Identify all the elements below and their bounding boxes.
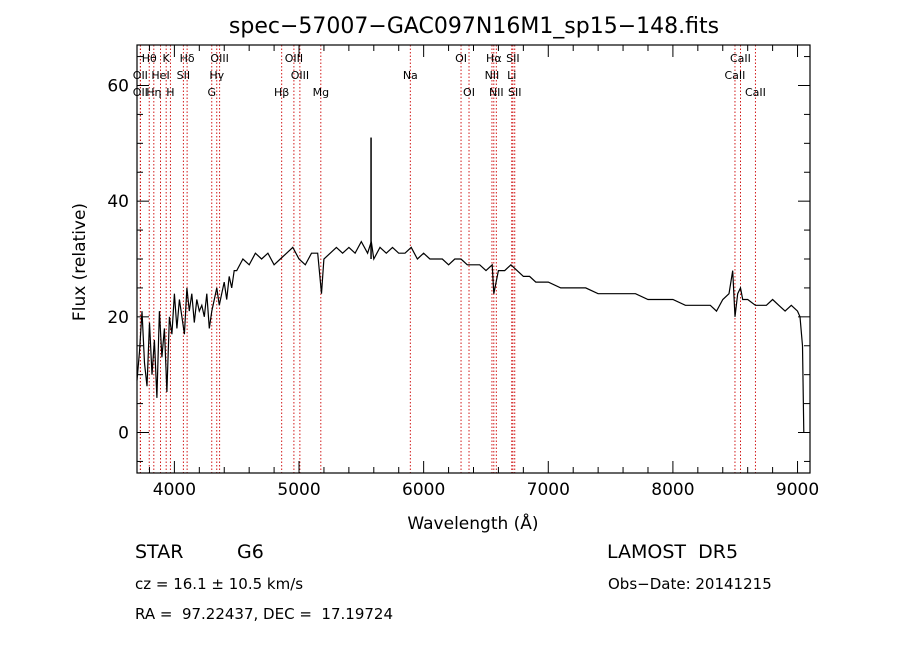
line-label: Hα	[486, 52, 502, 65]
line-label: NII	[485, 69, 500, 82]
ra-dec-coordinates: RA = 97.22437, DEC = 17.19724	[135, 605, 394, 623]
spectral-line-markers	[139, 45, 756, 473]
line-label: Mg	[313, 86, 329, 99]
line-label: OI	[463, 86, 475, 99]
survey-release: LAMOST DR5	[607, 541, 739, 563]
spectrum-line	[136, 240, 805, 433]
line-label: K	[163, 52, 171, 65]
y-axis-label: Flux (relative)	[70, 203, 90, 321]
y-axis: 0 20 40 60	[107, 56, 810, 462]
x-tick-label: 6000	[402, 480, 445, 500]
line-label: G	[208, 86, 217, 99]
line-label: Na	[403, 69, 418, 82]
line-label: SII	[506, 52, 519, 65]
x-tick-label: 5000	[277, 480, 320, 500]
line-label: H	[166, 86, 174, 99]
y-tick-label: 0	[118, 424, 129, 444]
line-label: OIII	[285, 52, 303, 65]
x-axis-label: Wavelength (Å)	[407, 512, 538, 534]
y-tick-label: 40	[107, 192, 129, 212]
line-label: SII	[508, 86, 521, 99]
x-tick-label: 8000	[651, 480, 694, 500]
line-label: Li	[507, 69, 516, 82]
plot-frame	[136, 44, 811, 474]
line-label: OI	[455, 52, 467, 65]
x-tick-label: 7000	[527, 480, 570, 500]
y-tick-label: 20	[107, 308, 129, 328]
object-class: STAR	[135, 541, 184, 563]
line-label: CaII	[725, 69, 746, 82]
line-label: HeI	[151, 69, 169, 82]
line-label: CaII	[745, 86, 766, 99]
y-tick-label: 60	[107, 76, 129, 96]
object-subclass: G6	[237, 541, 264, 563]
chart-title: spec−57007−GAC097N16M1_sp15−148.fits	[229, 14, 719, 39]
line-label: OIII	[210, 52, 228, 65]
x-tick-label: 4000	[153, 480, 196, 500]
observation-date: Obs−Date: 20141215	[608, 575, 772, 593]
line-label: Hθ	[142, 52, 157, 65]
line-label: Hη	[146, 86, 161, 99]
spectral-line-labels: OIIOIIHθHηHeIKHSIIHδGHγOIIIHβOIIIOIIIMgN…	[133, 52, 766, 99]
redshift-cz: cz = 16.1 ± 10.5 km/s	[135, 575, 304, 593]
line-label: SII	[177, 69, 190, 82]
line-label: OII	[133, 69, 148, 82]
line-label: OIII	[291, 69, 309, 82]
x-axis: 4000 5000 6000 7000 8000 9000	[148, 45, 819, 500]
line-label: Hδ	[180, 52, 195, 65]
x-tick-label: 9000	[776, 480, 819, 500]
line-label: CaII	[730, 52, 751, 65]
line-label: NII	[489, 86, 504, 99]
line-label: Hγ	[209, 69, 224, 82]
line-label: Hβ	[274, 86, 289, 99]
